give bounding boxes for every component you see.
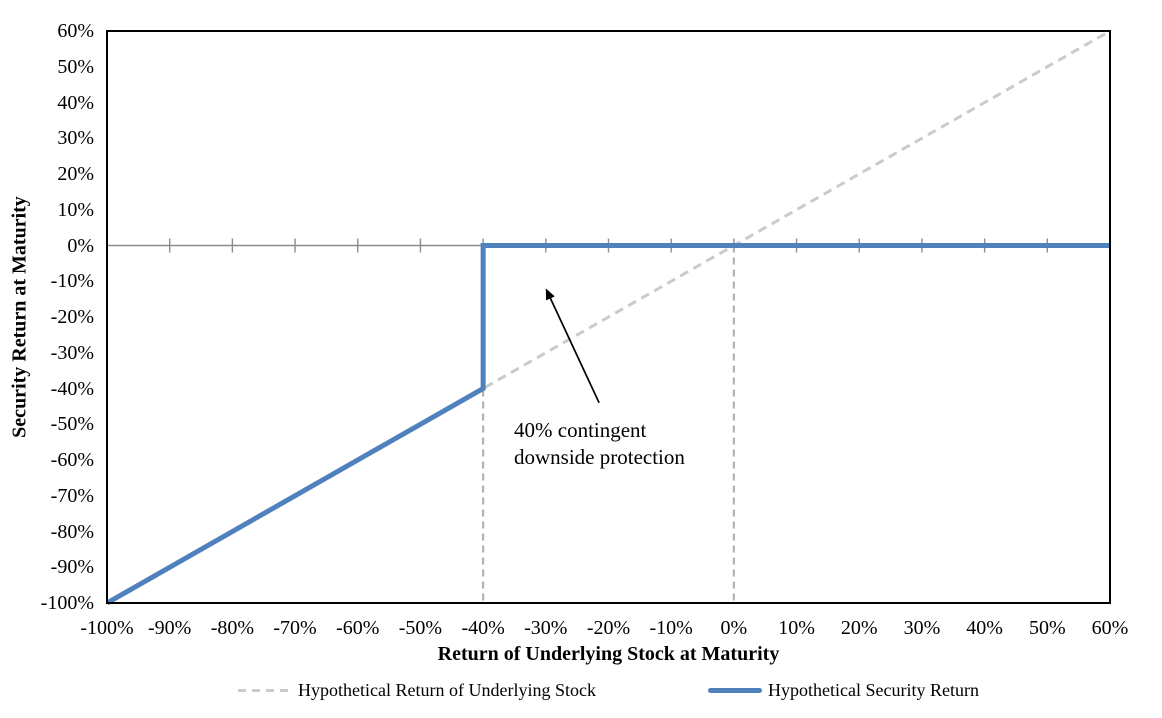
y-tick-label: 60% (57, 20, 94, 42)
legend-item: Hypothetical Return of Underlying Stock (238, 680, 596, 701)
series-line-1 (105, 243, 1110, 606)
x-tick-label: 20% (840, 617, 878, 639)
x-tick-label: -10% (649, 617, 693, 639)
annotation-line-1: 40% contingent (514, 418, 647, 442)
legend-item: Hypothetical Security Return (708, 680, 979, 701)
annotation-arrow-head (545, 288, 555, 301)
plot-border (106, 30, 1111, 604)
legend-label: Hypothetical Return of Underlying Stock (298, 679, 596, 700)
y-tick-label: 20% (57, 163, 94, 185)
y-tick-label: -100% (40, 592, 94, 614)
y-tick-label: -50% (50, 413, 94, 436)
x-tick-label: 50% (1028, 617, 1066, 639)
legend: Hypothetical Return of Underlying Stock H… (107, 677, 1110, 703)
x-axis-title: Return of Underlying Stock at Maturity (437, 643, 780, 665)
y-tick-label: 40% (57, 91, 94, 114)
x-tick-label: 40% (966, 617, 1003, 639)
x-tick-label: -100% (80, 617, 134, 639)
x-tick-label: 30% (903, 617, 941, 639)
x-tick-label: 0% (720, 617, 748, 639)
y-tick-label: -30% (50, 341, 94, 364)
y-tick-label: 10% (57, 198, 94, 221)
x-tick-label: 10% (778, 617, 815, 639)
y-tick-label: -10% (50, 270, 94, 293)
x-tick-label: -90% (148, 617, 192, 639)
y-tick-label: -70% (50, 484, 94, 507)
y-tick-label: -90% (50, 556, 94, 579)
x-tick-label: -60% (336, 617, 380, 639)
y-tick-label: 50% (57, 55, 94, 78)
x-tick-label: -70% (273, 617, 317, 639)
y-tick-label: -40% (50, 377, 94, 400)
x-tick-label: -80% (210, 617, 255, 639)
y-tick-label: -60% (50, 449, 94, 471)
y-tick-label: -80% (50, 520, 94, 543)
annotation-line-2: downside protection (514, 445, 685, 469)
y-tick-label: 30% (57, 127, 94, 150)
x-tick-label: -50% (398, 617, 443, 639)
y-tick-label: -20% (50, 306, 94, 328)
x-tick-label: 60% (1091, 617, 1129, 639)
annotation-label: 40% contingent downside protection (514, 417, 685, 471)
x-tick-label: -20% (586, 617, 631, 639)
series-line-0 (106, 29, 1111, 605)
x-tick-label: -40% (461, 617, 505, 639)
y-tick-label: 0% (67, 234, 94, 257)
annotation-arrow-shaft (549, 298, 600, 404)
x-tick-label: -30% (524, 617, 568, 639)
legend-label: Hypothetical Security Return (768, 679, 979, 700)
legend-swatch-dashed-line-icon (238, 688, 293, 692)
legend-swatch-solid-line-icon (708, 687, 762, 693)
